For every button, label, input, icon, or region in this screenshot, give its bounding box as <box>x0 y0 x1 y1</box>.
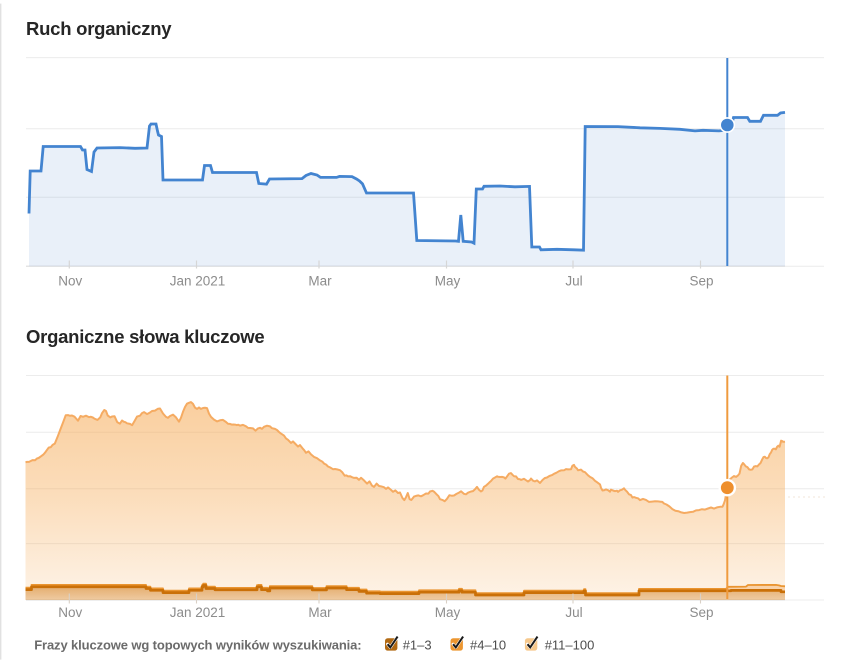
svg-text:Frazy kluczowe wg topowych wyn: Frazy kluczowe wg topowych wyników wyszu… <box>34 637 361 652</box>
svg-text:May: May <box>435 605 461 620</box>
svg-text:Mar: Mar <box>308 605 332 620</box>
svg-text:Ruch organiczny: Ruch organiczny <box>26 18 172 39</box>
svg-text:Jul: Jul <box>565 605 582 620</box>
svg-text:Sep: Sep <box>689 274 713 289</box>
svg-text:#1–3: #1–3 <box>403 637 432 652</box>
svg-text:Organiczne słowa kluczowe: Organiczne słowa kluczowe <box>26 326 264 347</box>
svg-text:#4–10: #4–10 <box>470 637 506 652</box>
svg-text:Jan 2021: Jan 2021 <box>170 274 226 289</box>
svg-text:#11–100: #11–100 <box>545 637 595 652</box>
svg-text:Jul: Jul <box>565 274 582 289</box>
svg-text:Mar: Mar <box>308 274 332 289</box>
svg-text:Sep: Sep <box>689 605 713 620</box>
svg-text:Nov: Nov <box>58 274 82 289</box>
svg-text:Jan 2021: Jan 2021 <box>170 605 226 620</box>
svg-text:May: May <box>435 274 461 289</box>
svg-text:Nov: Nov <box>58 605 82 620</box>
